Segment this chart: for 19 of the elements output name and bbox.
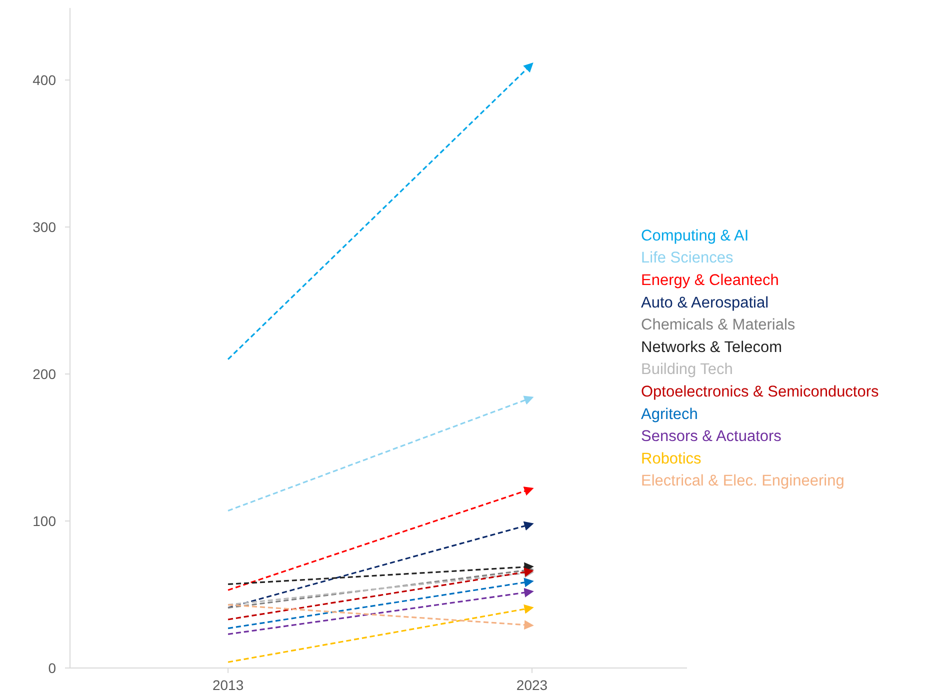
text: Life Sciences: [641, 250, 734, 267]
x-tick-label: 2023: [516, 677, 548, 693]
text: Optoelectronics & Semiconductors: [641, 384, 880, 401]
y-tick-label: 0: [48, 660, 56, 676]
text: Computing & AI: [641, 227, 749, 244]
text: Electrical & Elec. Engineering: [641, 472, 844, 490]
text: Chemicals & Materials: [641, 316, 796, 334]
y-tick-label: 300: [32, 218, 56, 235]
y-tick-label: 100: [32, 512, 56, 529]
text: Building Tech: [641, 361, 733, 378]
x-tick-label: 2013: [212, 677, 244, 693]
text: Agritech: [641, 406, 698, 423]
text: Auto & Aerospatial: [641, 294, 769, 312]
y-tick-label: 200: [32, 366, 56, 382]
text: Networks & Telecom: [641, 338, 782, 356]
y-tick-label: 400: [32, 72, 56, 88]
text: Sensors & Actuators: [641, 428, 782, 446]
text: Energy & Cleantech: [641, 272, 779, 290]
text: Robotics: [641, 450, 702, 468]
